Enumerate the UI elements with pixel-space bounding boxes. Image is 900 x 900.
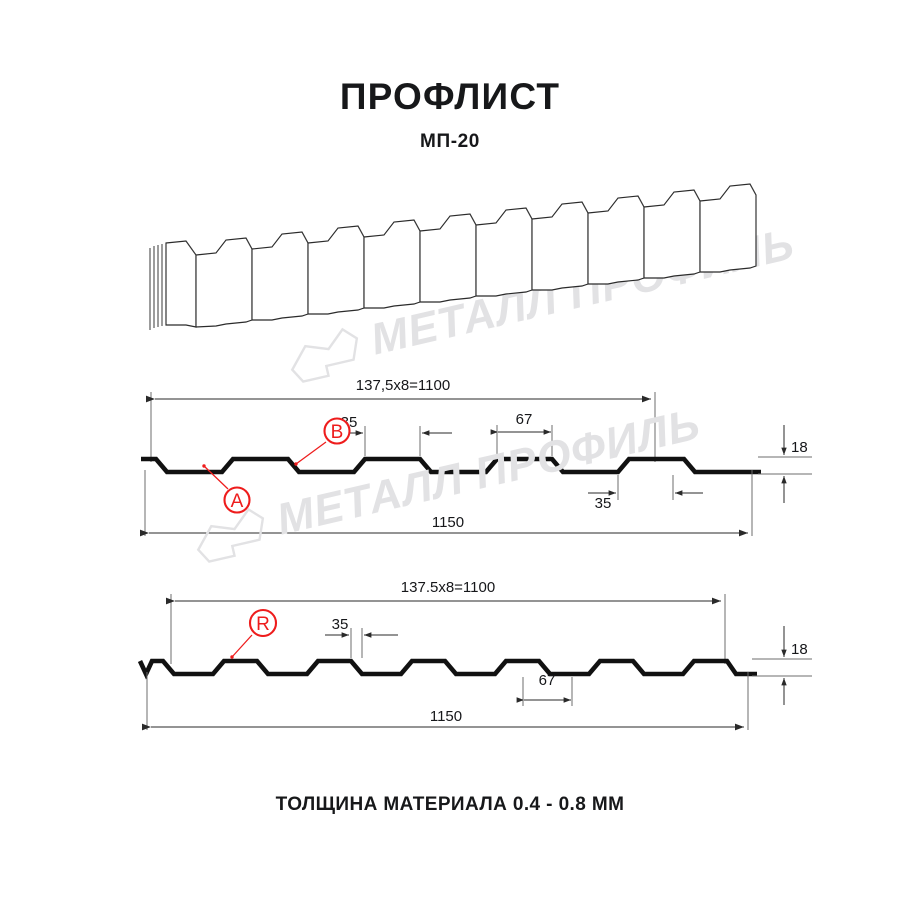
section-view-2: 137.5x8=1100 35 67 18: [137, 579, 812, 731]
iso-wave: [475, 207, 533, 297]
iso-wave: [165, 240, 197, 328]
dimension-label-trough-35-view1: 35: [595, 495, 612, 512]
dimension-label-overall-top-1: 137,5x8=1100: [356, 377, 450, 394]
iso-wave: [643, 189, 701, 279]
dimension-label-crest-35-view2: 35: [332, 616, 349, 633]
iso-wave: [307, 225, 365, 315]
iso-wave-group: [165, 183, 757, 328]
dimension-overall-top-2: 137.5x8=1100: [166, 579, 726, 664]
dimension-label-overall-bottom-2: 1150: [430, 708, 462, 725]
iso-wave: [251, 231, 309, 321]
metal-profil-logo-icon: [290, 327, 359, 383]
dimension-crest-35-view1: 35: [333, 414, 452, 456]
dimension-label-overall-bottom-1: 1150: [432, 514, 464, 531]
callout-circle-a: [223, 486, 251, 514]
dimension-valley-67-view1: 67: [490, 411, 553, 456]
dimension-trough-35-view1: 35: [588, 475, 703, 512]
iso-ridge-lines: [185, 183, 757, 256]
dimension-overall-bottom-2: 1150: [142, 672, 749, 731]
dimension-overall-top-1: 137,5x8=1100: [146, 377, 656, 462]
dimension-crest-35-view2: 35: [325, 616, 398, 658]
page-subtitle: МП-20: [420, 131, 480, 152]
callout-marker-r[interactable]: R: [230, 608, 278, 659]
dimension-label-height-18-view1: 18: [791, 439, 808, 456]
iso-wave: [587, 195, 645, 285]
profile-section-line-1: [141, 456, 761, 475]
iso-wave: [363, 219, 421, 309]
isometric-profile-view: [149, 183, 757, 330]
dimension-label-valley-67-view1: 67: [516, 411, 533, 428]
callout-label-b: B: [331, 422, 344, 443]
iso-wave: [699, 183, 757, 273]
dimension-label-valley-67-view2: 67: [539, 672, 556, 689]
dimension-height-18-view2: 18: [752, 626, 812, 705]
watermark-lower: МЕТАЛЛ ПРОФИЛЬ: [196, 399, 705, 563]
iso-left-edge: [149, 243, 167, 330]
callout-label-a: A: [231, 491, 244, 512]
material-thickness-note: ТОЛЩИНА МАТЕРИАЛА 0.4 - 0.8 ММ: [275, 794, 625, 815]
dimension-label-height-18-view2: 18: [791, 641, 808, 658]
iso-wave: [531, 201, 589, 291]
callout-marker-a[interactable]: A: [202, 464, 251, 514]
dimension-valley-67-view2: 67: [516, 672, 573, 706]
section-view-1: 137,5x8=1100 35 67 35: [140, 377, 812, 537]
profile-section-line-2: [137, 658, 757, 680]
metal-profil-logo-icon: [196, 507, 265, 563]
callout-label-r: R: [256, 614, 270, 635]
title-block: ПРОФЛИСТ МП-20: [0, 78, 900, 153]
callout-circle-r: [248, 608, 278, 638]
iso-wave: [419, 213, 477, 303]
page-title: ПРОФЛИСТ: [339, 76, 561, 117]
callout-circle-b: [323, 417, 351, 445]
iso-wave: [195, 237, 253, 328]
callout-marker-b[interactable]: B: [294, 417, 351, 466]
dimension-height-18-view1: 18: [758, 425, 812, 503]
dimension-overall-bottom-1: 1150: [140, 470, 753, 537]
dimension-label-overall-top-2: 137.5x8=1100: [401, 579, 495, 596]
